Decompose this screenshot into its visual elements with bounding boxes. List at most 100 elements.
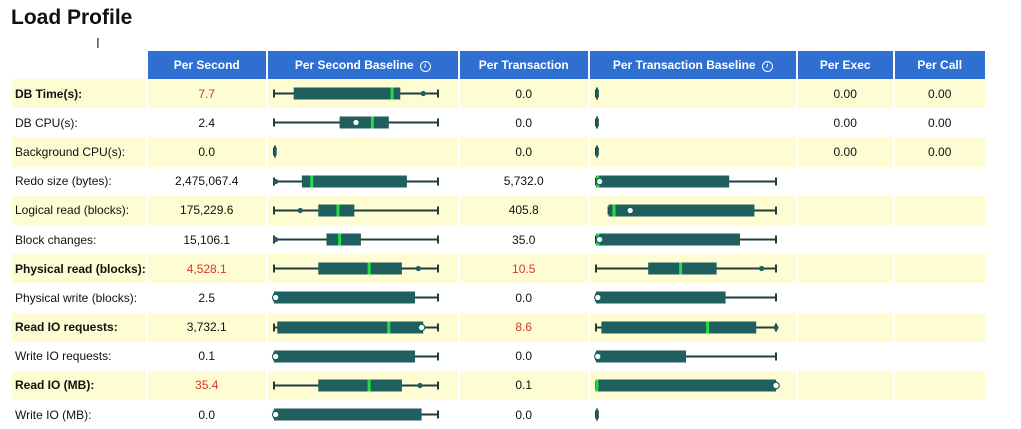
box-iqr <box>595 116 598 129</box>
boxplot-chart <box>271 408 439 421</box>
current-value-marker <box>417 382 423 388</box>
boxplot-chart <box>594 262 777 275</box>
median-marker <box>370 116 374 129</box>
median-marker <box>309 175 313 188</box>
per-second-baseline <box>267 312 458 342</box>
per-call-value <box>894 312 985 342</box>
per-call-value <box>895 283 985 312</box>
boxplot-chart <box>593 291 777 304</box>
per-transaction-value: 8.6 <box>459 312 588 342</box>
per-second-baseline <box>268 225 458 254</box>
boxplot-chart <box>594 175 777 188</box>
load-profile-table: Per Second Per Second Baseline i Per Tran… <box>10 51 987 429</box>
per-second-baseline <box>268 167 458 196</box>
current-value-marker <box>771 381 780 390</box>
per-second-value: 7.7 <box>147 79 266 109</box>
per-call-value <box>895 167 985 196</box>
per-exec-value <box>798 225 893 254</box>
boxplot-chart <box>272 175 439 188</box>
row-metric-name: Logical read (blocks): <box>12 195 146 225</box>
boxplot-chart <box>272 145 277 158</box>
table-row: Physical write (blocks): 2.5 0.0 <box>12 283 985 312</box>
per-second-baseline <box>268 342 458 371</box>
current-value-marker <box>758 266 764 272</box>
header-per-transaction-baseline[interactable]: Per Transaction Baseline i <box>589 51 796 79</box>
info-icon[interactable]: i <box>419 61 431 72</box>
table-row: Background CPU(s): 0.0 0.0 0.00 0.00 <box>12 137 985 167</box>
header-label: Per Second <box>173 58 240 72</box>
row-metric-name: Read IO requests: <box>12 312 146 342</box>
boxplot-chart <box>272 87 439 100</box>
per-call-value <box>894 254 985 284</box>
row-metric-name: DB CPU(s): <box>15 115 78 130</box>
per-transaction-value: 0.0 <box>515 290 533 305</box>
boxplot-chart <box>271 291 439 304</box>
header-per-exec[interactable]: Per Exec <box>797 51 893 79</box>
table-row: Logical read (blocks): 175,229.6 405.8 <box>12 195 985 225</box>
per-transaction-baseline <box>590 108 796 137</box>
row-metric-name: Physical write (blocks): <box>15 290 138 305</box>
per-second-baseline <box>268 108 458 137</box>
per-second-value: 2,475,067.4 <box>175 174 239 189</box>
per-call-value <box>895 342 985 371</box>
current-value-marker <box>272 236 278 243</box>
box-iqr <box>317 204 355 217</box>
box-iqr <box>595 408 598 421</box>
per-exec-value <box>797 312 893 342</box>
median-marker <box>390 87 394 100</box>
current-value-marker <box>626 206 634 215</box>
header-per-second[interactable]: Per Second <box>147 51 266 79</box>
table-row: Write IO requests: 0.1 0.0 <box>12 342 985 371</box>
box-iqr <box>595 233 740 246</box>
table-row: Read IO requests: 3,732.1 8.6 <box>12 312 985 342</box>
current-value-marker <box>773 324 779 330</box>
box-iqr <box>273 145 276 158</box>
current-value-marker <box>417 323 426 331</box>
table-row: Physical read (blocks): 4,528.1 10.5 <box>12 254 985 284</box>
header-blank <box>12 51 146 79</box>
boxplot-chart <box>272 262 439 275</box>
box-iqr <box>301 175 407 188</box>
median-marker <box>705 321 709 333</box>
table-row: DB Time(s): 7.7 0.0 0.00 0.00 <box>12 79 985 109</box>
header-label: Per Exec <box>819 58 871 72</box>
row-metric-name: Physical read (blocks): <box>12 254 146 284</box>
median-marker <box>337 233 341 246</box>
per-transaction-value: 0.0 <box>459 79 588 109</box>
current-value-marker <box>272 178 278 184</box>
median-marker <box>595 379 599 392</box>
header-per-call[interactable]: Per Call <box>894 51 985 79</box>
box-iqr <box>317 379 402 392</box>
table-row: Redo size (bytes): 2,475,067.4 5,732.0 <box>12 167 985 196</box>
per-second-value: 175,229.6 <box>147 195 266 225</box>
info-icon[interactable]: i <box>761 61 773 72</box>
per-transaction-baseline <box>589 137 796 167</box>
median-marker <box>678 262 682 275</box>
per-second-value: 0.1 <box>198 349 216 364</box>
box-iqr <box>293 87 400 100</box>
box-iqr <box>595 145 598 158</box>
table-row: Write IO (MB): 0.0 0.0 <box>12 400 985 429</box>
text-cursor-icon: I <box>96 37 100 52</box>
per-second-value: 0.0 <box>198 407 216 422</box>
per-exec-value <box>797 195 893 225</box>
per-call-value <box>894 370 985 401</box>
table-row: Block changes: 15,106.1 35.0 <box>12 225 985 254</box>
current-value-marker <box>271 294 280 302</box>
boxplot-chart <box>594 321 779 333</box>
boxplot-chart <box>594 233 777 246</box>
per-call-value: 0.00 <box>894 137 985 167</box>
header-per-second-baseline[interactable]: Per Second Baseline i <box>267 51 458 79</box>
current-value-marker <box>420 90 426 97</box>
per-second-baseline <box>267 195 458 225</box>
median-marker <box>336 204 340 217</box>
header-label: Per Second Baseline <box>294 58 414 72</box>
header-per-transaction[interactable]: Per Transaction <box>459 51 588 79</box>
per-call-value: 0.00 <box>894 79 985 109</box>
box-iqr <box>326 233 361 246</box>
current-value-marker <box>593 294 602 302</box>
per-second-baseline <box>267 79 458 109</box>
per-transaction-value: 0.0 <box>515 349 533 364</box>
per-call-value <box>895 400 985 429</box>
box-iqr <box>273 408 422 421</box>
